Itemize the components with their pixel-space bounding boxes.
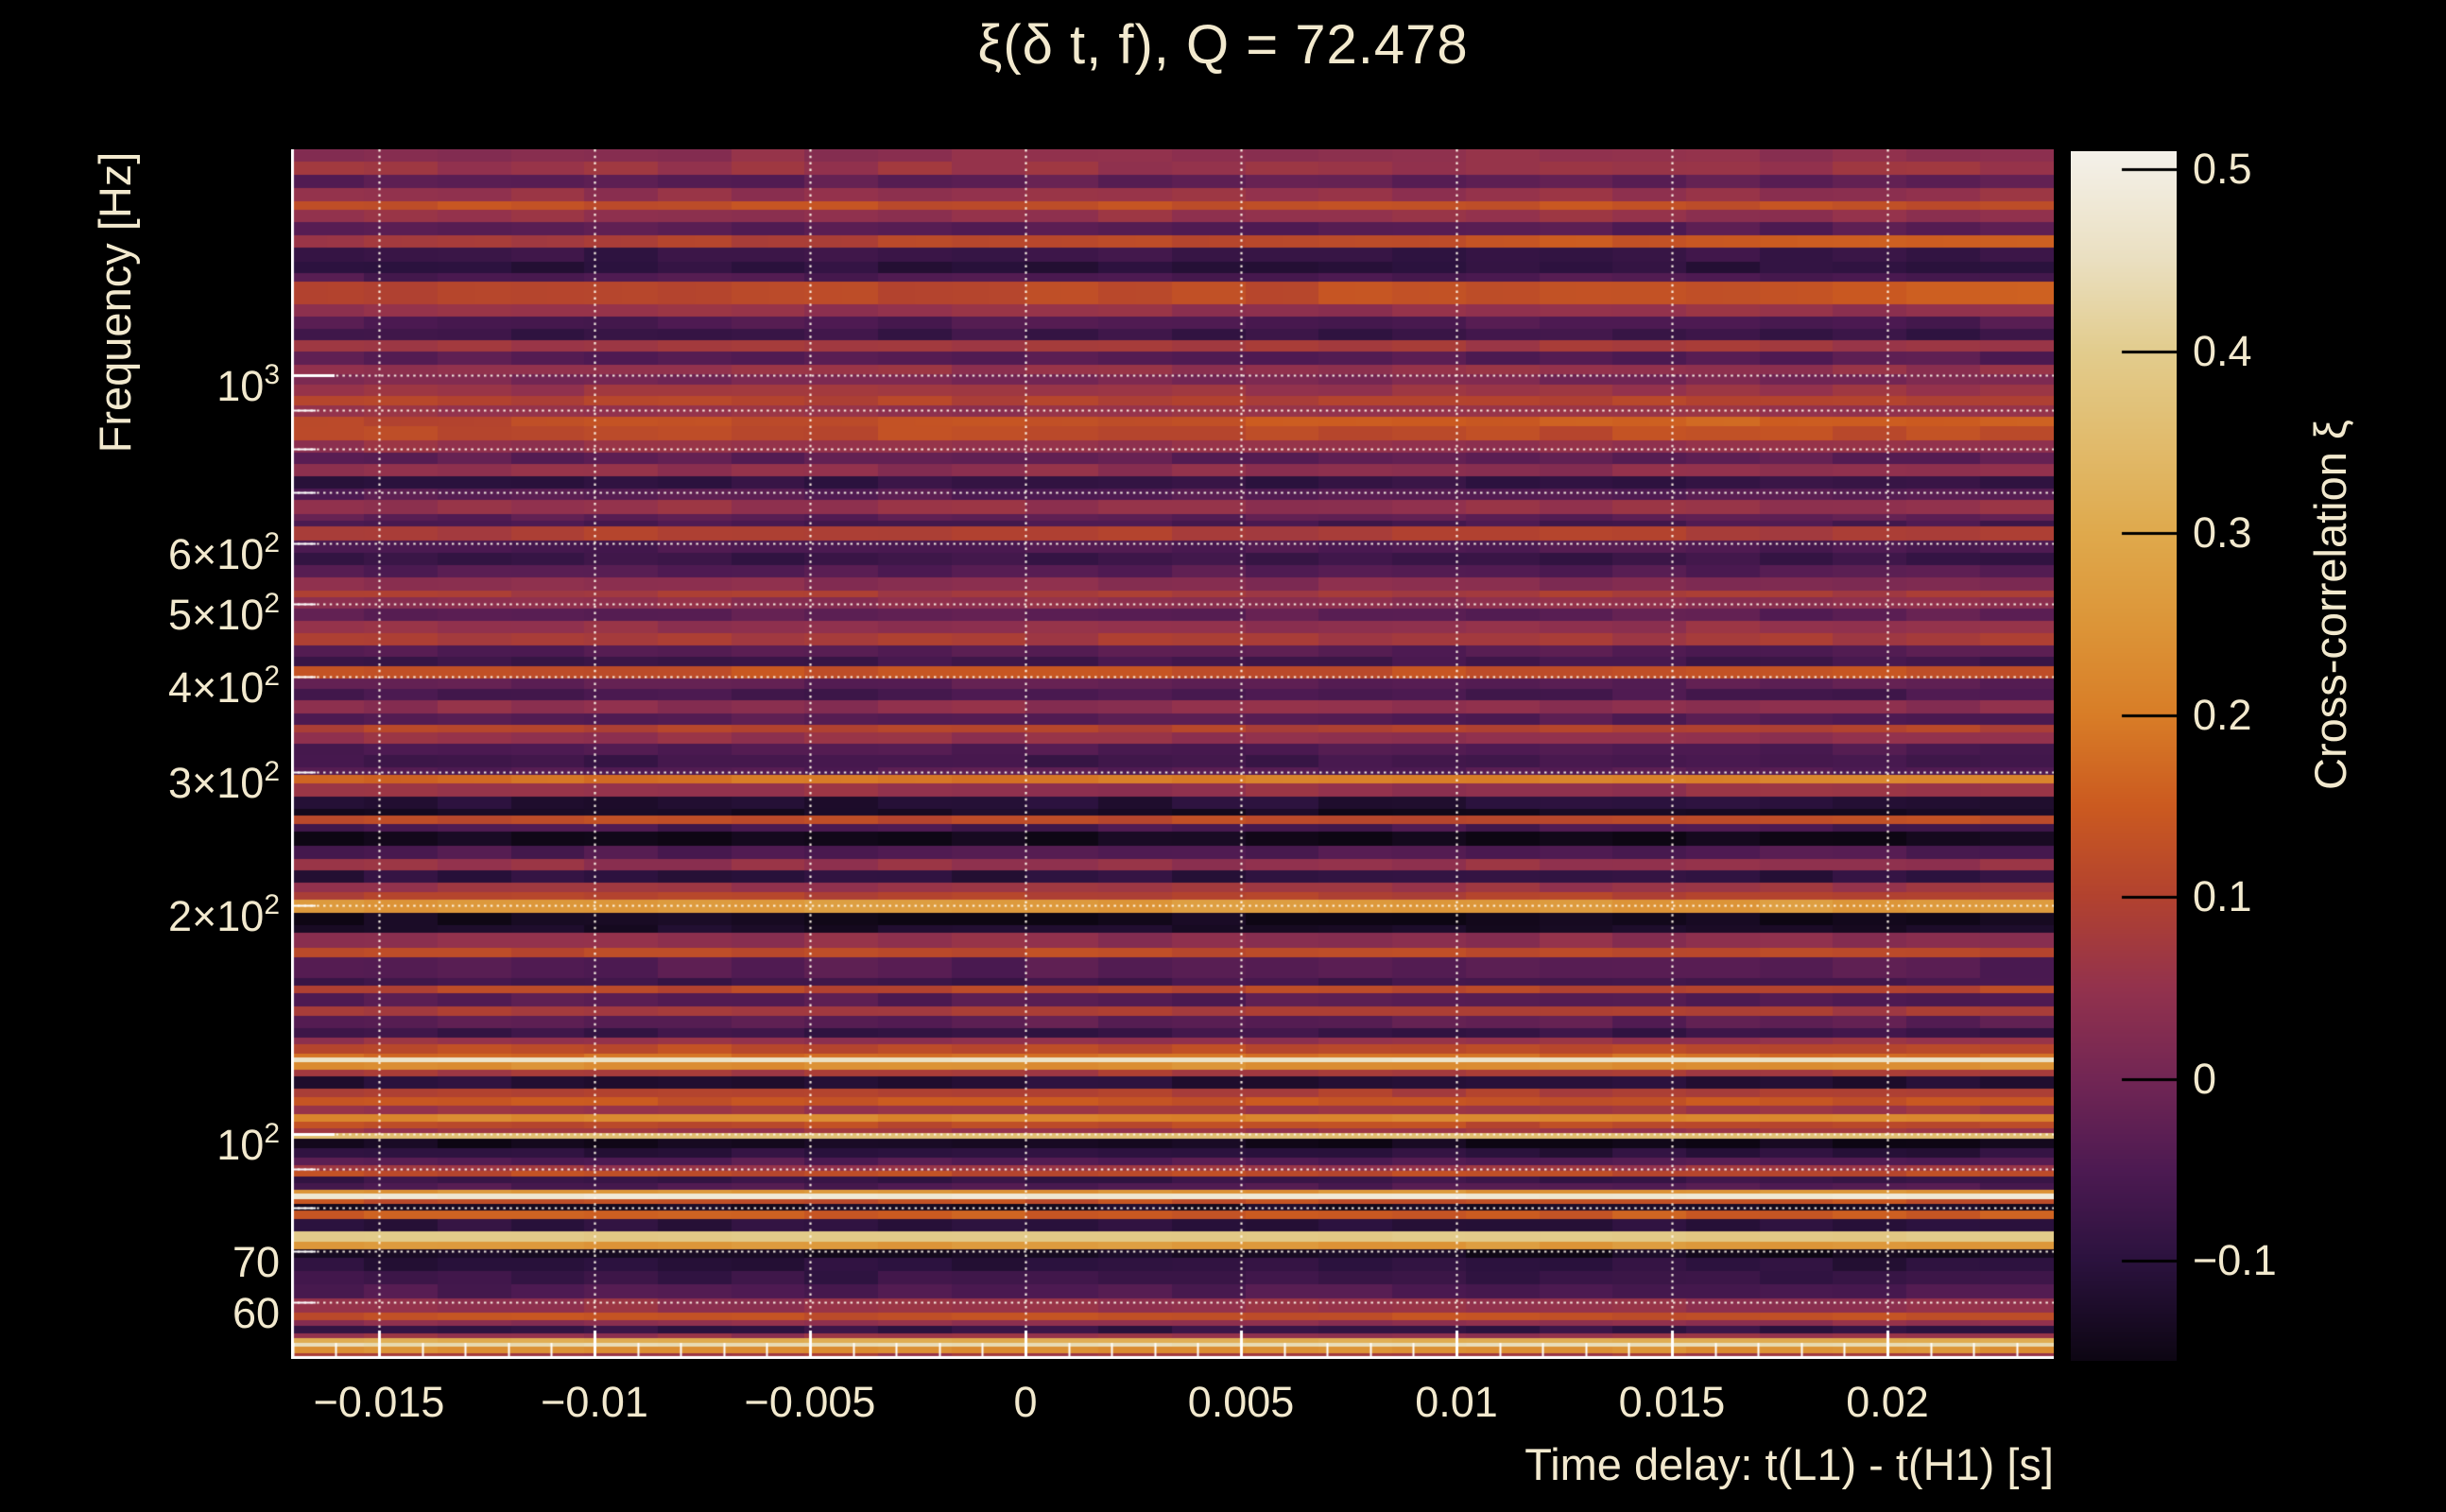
colorbar-tick-label: −0.1 [2193, 1236, 2277, 1285]
colorbar-tick-label: 0.1 [2193, 872, 2252, 921]
colorbar-title: Cross-correlation ξ [2305, 420, 2355, 790]
y-tick-base: 60 [232, 1288, 280, 1337]
chart-title: ξ(δ t, f), Q = 72.478 [977, 14, 1469, 76]
x-tick-label: 0.015 [1618, 1378, 1726, 1426]
colorbar-tick-label: 0.2 [2193, 690, 2252, 739]
y-tick-exponent: 3 [264, 358, 280, 390]
y-tick-label: 5×102 [0, 577, 280, 639]
x-tick-label: −0.015 [313, 1378, 445, 1426]
y-tick-exponent: 2 [264, 527, 280, 558]
colorbar-tick-label: 0 [2193, 1054, 2217, 1103]
y-tick-base: 2×10 [167, 892, 265, 941]
x-tick-label: 0 [1013, 1378, 1038, 1426]
colorbar-canvas [2071, 151, 2177, 1361]
y-tick-base: 10 [216, 1120, 265, 1169]
y-tick-label: 4×102 [0, 650, 280, 712]
y-tick-base: 5×10 [167, 590, 265, 639]
y-tick-label: 2×102 [0, 879, 280, 940]
y-tick-base: 70 [232, 1238, 280, 1287]
y-tick-label: 60 [0, 1276, 280, 1337]
x-tick-label: −0.005 [744, 1378, 876, 1426]
y-tick-base: 4×10 [167, 663, 265, 713]
y-tick-exponent: 2 [264, 889, 280, 921]
x-tick-label: −0.01 [541, 1378, 648, 1426]
y-tick-base: 3×10 [167, 758, 265, 807]
y-tick-base: 6×10 [167, 530, 265, 578]
y-tick-exponent: 2 [264, 1117, 280, 1149]
y-tick-exponent: 2 [264, 755, 280, 787]
x-tick-label: 0.02 [1846, 1378, 1929, 1426]
colorbar-tick-label: 0.4 [2193, 326, 2252, 375]
y-tick-exponent: 2 [264, 661, 280, 693]
y-tick-label: 102 [0, 1108, 280, 1169]
colorbar-tick-label: 0.3 [2193, 508, 2252, 558]
y-tick-exponent: 2 [264, 587, 280, 619]
x-tick-label: 0.01 [1415, 1378, 1498, 1426]
y-tick-label: 6×102 [0, 517, 280, 578]
y-tick-label: 70 [0, 1225, 280, 1286]
colorbar-tick-label: 0.5 [2193, 145, 2252, 194]
heatmap-canvas [291, 149, 2054, 1359]
y-tick-label: 103 [0, 349, 280, 410]
y-tick-base: 10 [216, 361, 265, 410]
x-axis-title: Time delay: t(L1) - t(H1) [s] [1524, 1439, 2054, 1489]
y-tick-label: 3×102 [0, 746, 280, 807]
x-tick-label: 0.005 [1187, 1378, 1295, 1426]
